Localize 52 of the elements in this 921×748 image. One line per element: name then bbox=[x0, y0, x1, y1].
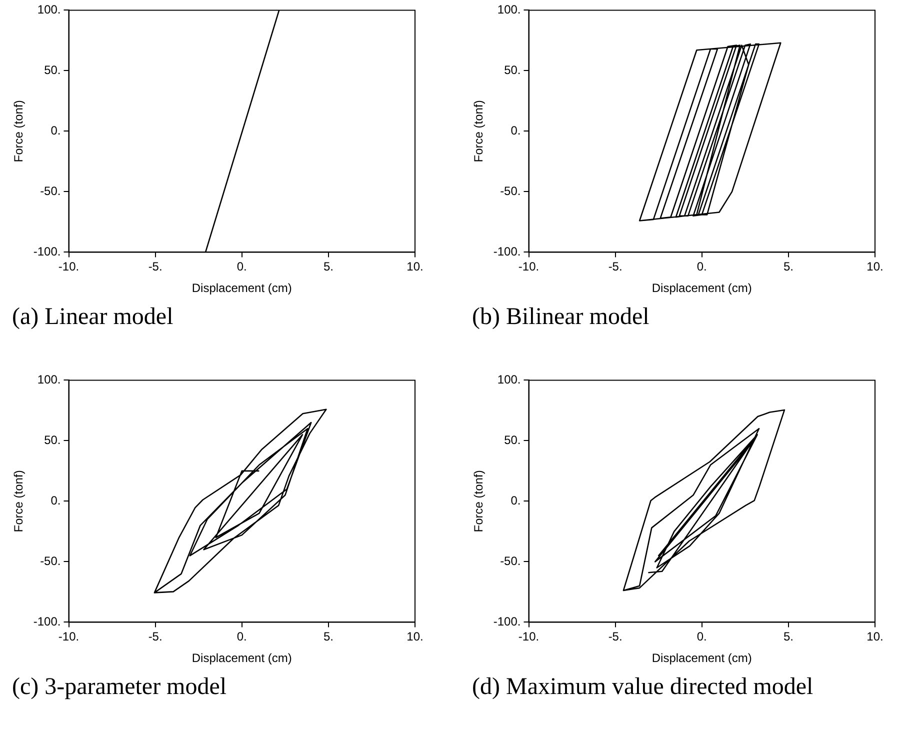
y-tick-label: 100. bbox=[37, 372, 61, 387]
y-tick-label: 0. bbox=[510, 124, 521, 138]
y-tick-label: 50. bbox=[504, 63, 521, 78]
text: (b) Bilinear model bbox=[472, 304, 650, 331]
x-tick-label: -5. bbox=[148, 260, 162, 274]
x-tick-label: 10. bbox=[406, 260, 424, 274]
x-tick-label: 0. bbox=[696, 630, 707, 644]
text: (a) Linear model bbox=[12, 304, 174, 331]
x-tick-label: -5. bbox=[608, 260, 622, 274]
x-tick-label: 0. bbox=[236, 260, 247, 274]
x-axis-title: Displacement (cm) bbox=[192, 651, 292, 666]
x-tick-label: 5. bbox=[323, 260, 334, 274]
y-tick-label: 100. bbox=[497, 2, 521, 17]
x-tick-label: -10. bbox=[518, 630, 540, 644]
x-tick-label: 10. bbox=[406, 630, 424, 644]
y-tick-label: 0. bbox=[50, 124, 61, 138]
x-tick-label: -5. bbox=[608, 630, 622, 644]
y-tick-label: 50. bbox=[504, 433, 521, 448]
y-axis-title: Force (tonf) bbox=[472, 470, 486, 532]
x-tick-label: 0. bbox=[236, 630, 247, 644]
y-axis-title: Force (tonf) bbox=[12, 470, 26, 532]
x-tick-label: 10. bbox=[866, 630, 884, 644]
y-tick-label: 100. bbox=[497, 372, 521, 387]
y-tick-label: -100. bbox=[33, 614, 61, 629]
x-tick-label: -10. bbox=[518, 260, 540, 274]
x-tick-label: 5. bbox=[783, 260, 794, 274]
y-tick-label: 50. bbox=[44, 63, 61, 78]
x-axis-title: Displacement (cm) bbox=[192, 281, 292, 296]
x-tick-label: -10. bbox=[58, 630, 80, 644]
y-tick-label: 0. bbox=[50, 494, 61, 508]
x-tick-label: -5. bbox=[148, 630, 162, 644]
y-tick-label: -50. bbox=[500, 554, 521, 568]
x-tick-label: 5. bbox=[323, 630, 334, 644]
y-tick-label: 100. bbox=[37, 2, 61, 17]
text: (c) 3-parameter model bbox=[12, 674, 228, 701]
y-tick-label: -100. bbox=[33, 244, 61, 259]
x-tick-label: 0. bbox=[696, 260, 707, 274]
y-tick-label: -100. bbox=[493, 244, 521, 259]
y-tick-label: 50. bbox=[44, 433, 61, 448]
y-tick-label: -50. bbox=[500, 184, 521, 198]
x-tick-label: 5. bbox=[783, 630, 794, 644]
x-axis-title: Displacement (cm) bbox=[652, 281, 752, 296]
y-axis-title: Force (tonf) bbox=[12, 100, 26, 162]
y-tick-label: -50. bbox=[40, 184, 61, 198]
x-tick-label: -10. bbox=[58, 260, 80, 274]
x-tick-label: 10. bbox=[866, 260, 884, 274]
text: (d) Maximum value directed model bbox=[472, 674, 814, 701]
y-tick-label: -100. bbox=[493, 614, 521, 629]
y-axis-title: Force (tonf) bbox=[472, 100, 486, 162]
y-tick-label: -50. bbox=[40, 554, 61, 568]
x-axis-title: Displacement (cm) bbox=[652, 651, 752, 666]
y-tick-label: 0. bbox=[510, 494, 521, 508]
